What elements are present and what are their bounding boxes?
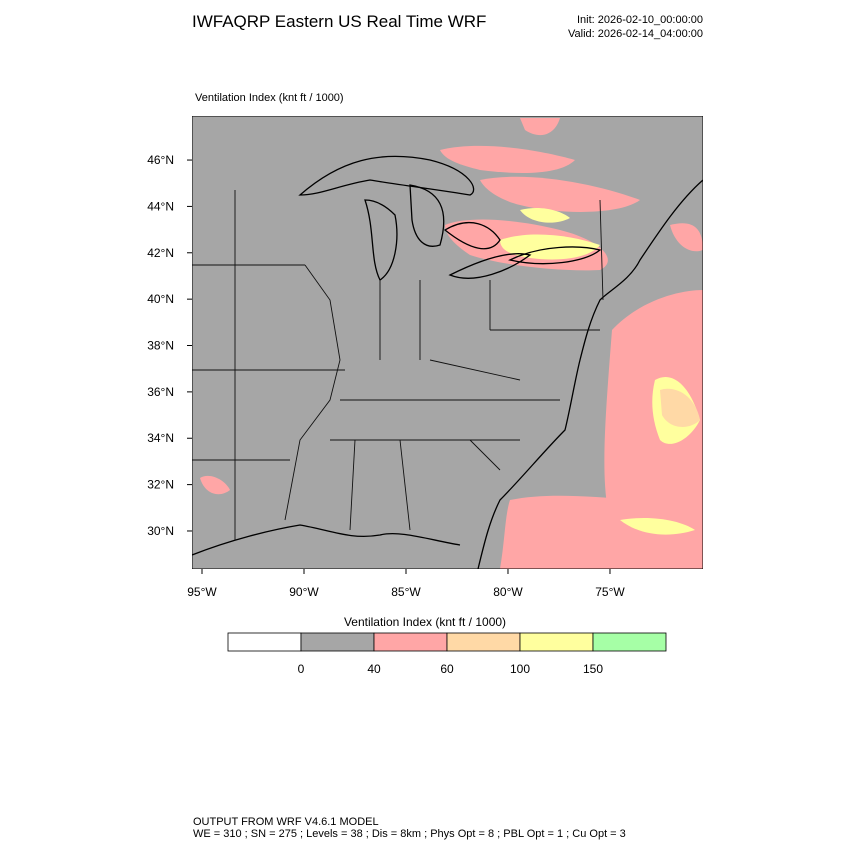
lat-tick-label: 38°N (147, 339, 174, 353)
init-time: Init: 2026-02-10_00:00:00 (577, 14, 703, 26)
colorbar-tick-label: 60 (440, 662, 454, 676)
lat-tick-label: 32°N (147, 478, 174, 492)
lon-tick-label: 95°W (187, 585, 217, 599)
coastlines (192, 155, 703, 569)
lat-tick-label: 36°N (147, 385, 174, 399)
valid-time: Valid: 2026-02-14_04:00:00 (568, 28, 703, 40)
lon-tick-label: 75°W (595, 585, 625, 599)
colorbar-tick-label: 0 (298, 662, 305, 676)
colorbar-box (446, 632, 521, 652)
footer-line-2: WE = 310 ; SN = 275 ; Levels = 38 ; Dis … (193, 828, 626, 840)
lat-tick-label: 34°N (147, 431, 174, 445)
colorbar-box (519, 632, 594, 652)
lon-tick-label: 85°W (391, 585, 421, 599)
lat-tick-label: 30°N (147, 524, 174, 538)
map-area (192, 116, 703, 569)
lon-tick-label: 90°W (289, 585, 319, 599)
colorbar-box (373, 632, 448, 652)
lon-tick-label: 80°W (493, 585, 523, 599)
title: IWFAQRP Eastern US Real Time WRF (192, 12, 486, 31)
lat-tick-label: 40°N (147, 292, 174, 306)
lat-tick-label: 42°N (147, 246, 174, 260)
colorbar-box (300, 632, 375, 652)
colorbar-tick-label: 40 (367, 662, 381, 676)
state-borders (192, 190, 604, 540)
orange-areas (660, 388, 700, 427)
colorbar-box (227, 632, 302, 652)
colorbar-tick-label: 150 (583, 662, 603, 676)
colorbar-tick-label: 100 (510, 662, 530, 676)
lat-tick-label: 46°N (147, 153, 174, 167)
footer-line-1: OUTPUT FROM WRF V4.6.1 MODEL (193, 816, 379, 828)
colorbar-title: Ventilation Index (knt ft / 1000) (344, 615, 506, 629)
lat-tick-label: 44°N (147, 199, 174, 213)
panel-title: Ventilation Index (knt ft / 1000) (195, 92, 344, 104)
colorbar-box (592, 632, 667, 652)
